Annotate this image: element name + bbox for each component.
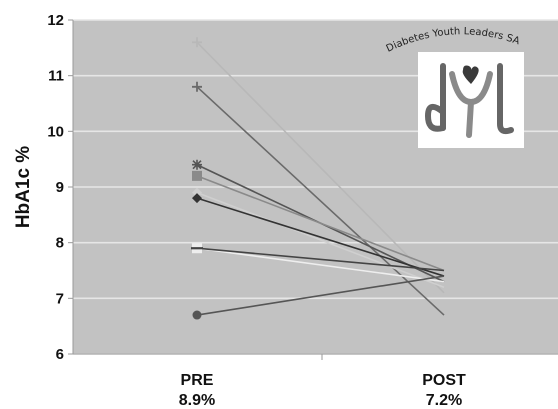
y-tick-label: 11 xyxy=(48,68,64,85)
x-category-label-post: POST xyxy=(422,372,466,389)
y-tick-label: 12 xyxy=(47,12,64,29)
series-marker-3 xyxy=(192,160,202,170)
y-tick-label: 7 xyxy=(56,290,64,307)
series-marker-9 xyxy=(193,311,202,320)
y-tick-label: 6 xyxy=(56,346,64,363)
y-tick-labels: 6 7 8 9 10 11 12 xyxy=(47,12,73,363)
x-category-sublabel-post: 7.2% xyxy=(426,392,462,409)
x-category-sublabel-pre: 8.9% xyxy=(179,392,215,409)
y-tick-label: 10 xyxy=(47,123,64,140)
y-tick-label: 9 xyxy=(56,179,64,196)
x-category-label-pre: PRE xyxy=(181,372,214,389)
y-axis-label: HbA1c % xyxy=(13,146,34,228)
series-marker-4 xyxy=(192,171,202,181)
y-tick-label: 8 xyxy=(56,235,64,252)
